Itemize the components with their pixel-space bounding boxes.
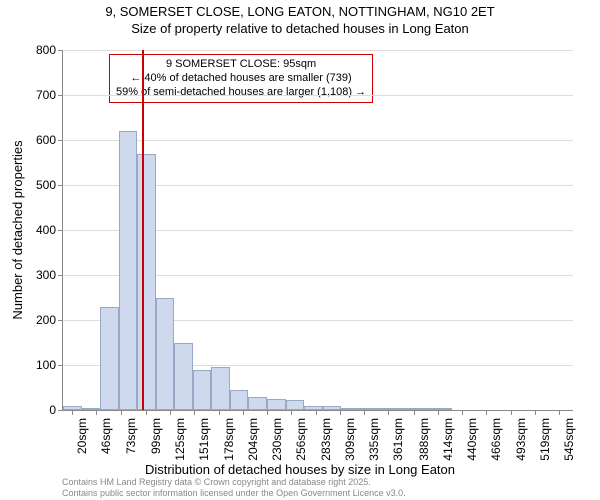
histogram-bar [211,367,230,410]
x-tick-label: 230sqm [270,418,284,468]
x-tick-label: 388sqm [417,418,431,468]
reference-line [142,50,144,410]
y-tick-label: 800 [36,43,56,57]
y-tick-label: 400 [36,223,56,237]
x-tick-label: 440sqm [465,418,479,468]
x-tick-label: 361sqm [391,418,405,468]
histogram-bar [100,307,119,411]
x-tick-label: 151sqm [197,418,211,468]
y-tick-label: 700 [36,88,56,102]
x-tick-label: 335sqm [367,418,381,468]
histogram-bar [193,370,212,411]
y-tick-label: 0 [49,403,56,417]
gridline-h [63,50,573,51]
x-tick-label: 20sqm [75,418,89,468]
title-line-1: 9, SOMERSET CLOSE, LONG EATON, NOTTINGHA… [0,4,600,19]
histogram-bar [341,408,360,410]
histogram-bar [360,408,379,410]
x-tick-label: 125sqm [173,418,187,468]
x-tick-label: 99sqm [149,418,163,468]
y-tick [58,185,63,186]
x-tick-label: 309sqm [343,418,357,468]
histogram-bar [119,131,138,410]
y-tick-label: 500 [36,178,56,192]
y-tick [58,365,63,366]
y-tick-label: 100 [36,358,56,372]
y-tick [58,275,63,276]
chart-container: 9, SOMERSET CLOSE, LONG EATON, NOTTINGHA… [0,0,600,500]
annotation-line-3: 59% of semi-detached houses are larger (… [116,86,366,100]
y-tick [58,95,63,96]
y-tick-label: 200 [36,313,56,327]
histogram-bar [174,343,193,411]
gridline-h [63,95,573,96]
title-line-2: Size of property relative to detached ho… [0,21,600,36]
histogram-bar [323,406,342,411]
y-axis-label: Number of detached properties [10,140,25,319]
x-tick-label: 46sqm [99,418,113,468]
annotation-line-1: 9 SOMERSET CLOSE: 95sqm [116,58,366,72]
histogram-bar [267,399,286,410]
histogram-bar [415,408,434,410]
x-axis-label: Distribution of detached houses by size … [0,462,600,477]
x-tick-label: 178sqm [222,418,236,468]
x-tick-label: 519sqm [538,418,552,468]
y-tick [58,140,63,141]
y-tick-label: 300 [36,268,56,282]
x-tick-label: 73sqm [124,418,138,468]
y-tick [58,50,63,51]
histogram-bar [156,298,175,411]
x-tick-label: 545sqm [562,418,576,468]
x-tick-label: 256sqm [294,418,308,468]
footer-line-1: Contains HM Land Registry data © Crown c… [62,477,406,487]
x-tick-label: 493sqm [514,418,528,468]
histogram-bar [137,154,156,411]
gridline-h [63,140,573,141]
x-tick-label: 414sqm [441,418,455,468]
histogram-bar [286,400,305,410]
x-tick-label: 466sqm [489,418,503,468]
y-tick [58,410,63,411]
y-tick [58,230,63,231]
y-tick [58,320,63,321]
histogram-bar [248,397,267,411]
chart-title: 9, SOMERSET CLOSE, LONG EATON, NOTTINGHA… [0,4,600,36]
footer-line-2: Contains public sector information licen… [62,488,406,498]
footer-attribution: Contains HM Land Registry data © Crown c… [62,477,406,498]
histogram-bar [230,390,249,410]
plot-area: 9 SOMERSET CLOSE: 95sqm ← 40% of detache… [62,50,573,411]
x-tick-label: 283sqm [319,418,333,468]
x-tick-labels: 20sqm46sqm73sqm99sqm125sqm151sqm178sqm20… [62,412,572,462]
y-tick-label: 600 [36,133,56,147]
x-tick-label: 204sqm [246,418,260,468]
histogram-bar [304,406,323,410]
annotation-line-2: ← 40% of detached houses are smaller (73… [116,72,366,86]
